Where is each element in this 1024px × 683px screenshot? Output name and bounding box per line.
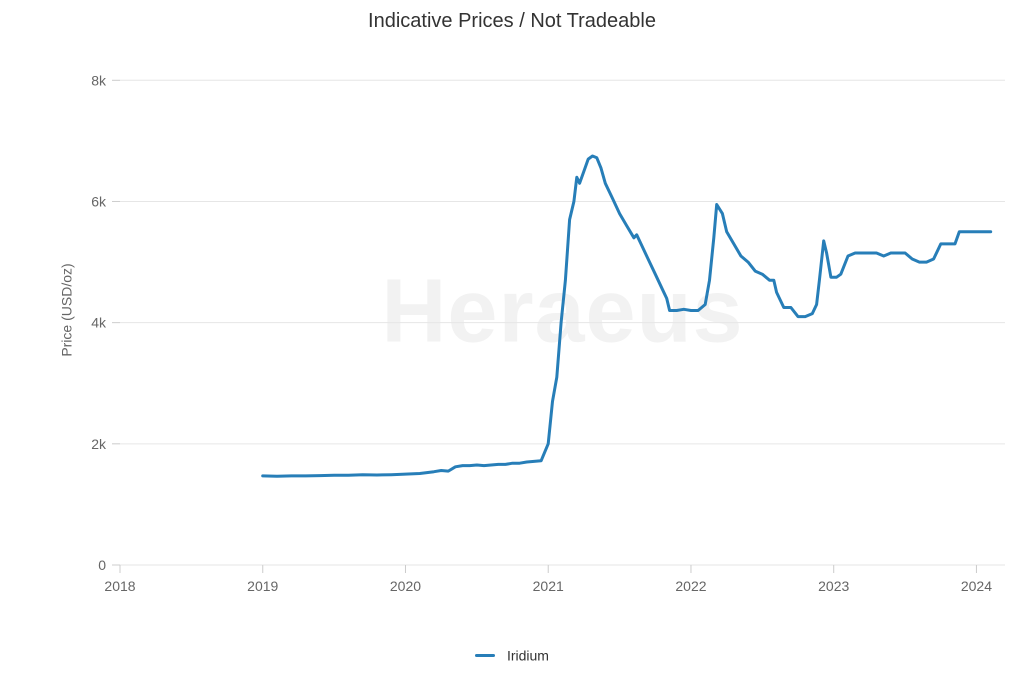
svg-text:2018: 2018 <box>104 578 135 594</box>
svg-text:0: 0 <box>98 557 106 573</box>
svg-text:2020: 2020 <box>390 578 421 594</box>
svg-text:6k: 6k <box>91 193 107 209</box>
svg-text:2024: 2024 <box>961 578 992 594</box>
legend-label: Iridium <box>507 647 549 663</box>
svg-text:4k: 4k <box>91 315 107 331</box>
legend: Iridium <box>0 646 1024 663</box>
legend-swatch <box>475 654 495 657</box>
svg-text:2k: 2k <box>91 436 107 452</box>
chart-svg: Heraeus02k4k6k8k201820192020202120222023… <box>0 0 1024 683</box>
svg-text:8k: 8k <box>91 72 107 88</box>
svg-text:2022: 2022 <box>675 578 706 594</box>
svg-text:2019: 2019 <box>247 578 278 594</box>
chart-container: Indicative Prices / Not Tradeable Price … <box>0 0 1024 683</box>
svg-text:2021: 2021 <box>533 578 564 594</box>
svg-text:2023: 2023 <box>818 578 849 594</box>
